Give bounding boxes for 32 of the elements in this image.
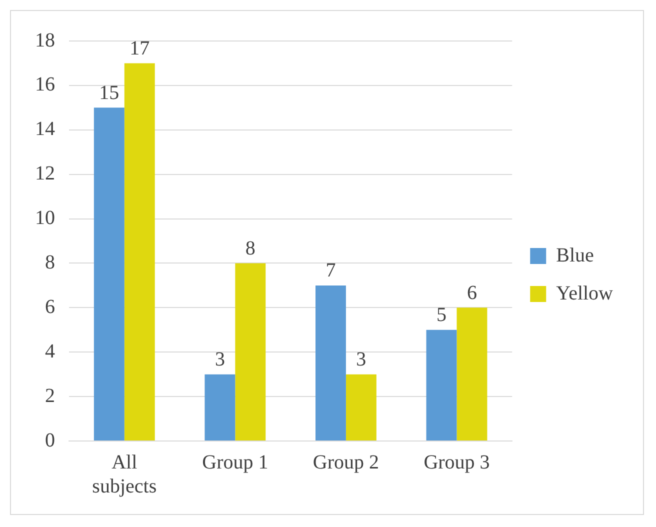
data-label: 15 <box>99 82 120 104</box>
y-tick-label: 6 <box>45 296 55 318</box>
y-tick-label: 18 <box>35 29 55 52</box>
y-tick-label: 14 <box>35 118 55 140</box>
x-tick-label: Group 1 <box>202 451 268 474</box>
data-label: 3 <box>214 348 225 371</box>
data-label: 6 <box>466 282 477 304</box>
data-label: 7 <box>326 260 336 282</box>
data-label: 3 <box>356 348 366 371</box>
bar <box>346 374 376 440</box>
bar <box>315 285 346 440</box>
bar <box>94 108 124 440</box>
y-tick-label: 2 <box>45 384 55 407</box>
x-tick-label: Group 3 <box>424 451 490 474</box>
bar <box>456 308 488 440</box>
bar <box>204 374 236 440</box>
y-tick-label: 16 <box>35 74 55 96</box>
y-tick-label: 0 <box>45 429 55 452</box>
y-tick-label: 8 <box>45 251 55 274</box>
data-label: 8 <box>245 237 256 260</box>
legend-label: Yellow <box>556 282 614 304</box>
bar <box>426 330 457 440</box>
x-tick-label: All subjects <box>92 451 157 498</box>
y-tick-label: 10 <box>35 207 55 230</box>
bar <box>235 263 266 440</box>
data-label: 5 <box>436 304 446 326</box>
bar <box>124 63 155 440</box>
x-tick-label: Group 2 <box>312 451 380 474</box>
y-tick-label: 4 <box>45 340 55 362</box>
data-label: 17 <box>130 37 150 60</box>
legend-label: Blue <box>556 244 594 266</box>
y-tick-label: 12 <box>35 162 55 185</box>
